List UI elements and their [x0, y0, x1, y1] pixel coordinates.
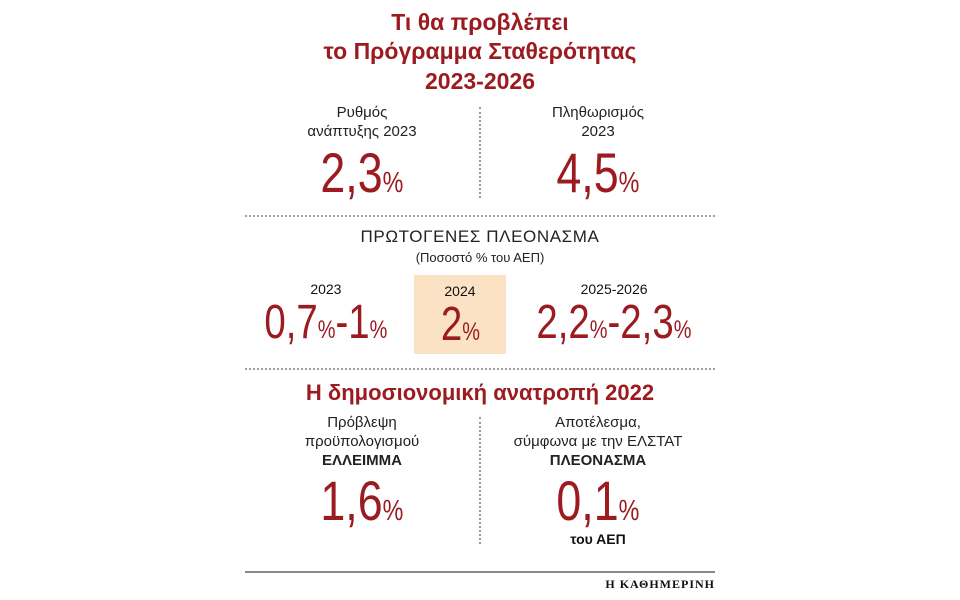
value-number: 0,7 — [264, 295, 318, 349]
elstat-label-bold: ΠΛΕΟΝΑΣΜΑ — [549, 451, 647, 469]
inflation-stat: Πληθωρισμός 2023 4,5% — [481, 104, 715, 200]
percent-sign: % — [382, 495, 404, 528]
deficit-stat-value: 1,6% — [321, 472, 404, 529]
surplus-2023-value: 0,7%-1% — [264, 295, 388, 349]
percent-sign: % — [618, 495, 640, 528]
value-number: 2 — [440, 297, 462, 351]
title-line-3: 2023-2026 — [425, 67, 535, 94]
value-number: 0,1 — [556, 469, 619, 533]
value-number: -2,3 — [607, 295, 674, 349]
percent-sign: % — [317, 315, 336, 344]
kathimerini-logo: Η ΚΑΘΗΜΕΡΙΝΗ — [605, 577, 715, 592]
infographic-title: Τι θα προβλέπει το Πρόγραμμα Σταθερότητα… — [245, 8, 715, 96]
surplus-2023-year: 2023 — [310, 280, 342, 297]
deficit-stat: Πρόβλεψη προϋπολογισμού ΕΛΛΕΙΜΜΑ 1,6% — [245, 414, 479, 547]
surplus-2024-highlight-box: 2024 2% — [413, 274, 507, 355]
surplus-2024-year: 2024 — [444, 282, 476, 299]
surplus-2023: 2023 0,7%-1% — [245, 275, 407, 351]
primary-surplus-subheading: (Ποσοστό % του ΑΕΠ) — [415, 249, 545, 265]
growth-stat: Ρυθμός ανάπτυξης 2023 2,3% — [245, 104, 479, 200]
elstat-label-line-1: Αποτέλεσμα, — [555, 414, 641, 432]
value-number: 4,5 — [556, 140, 619, 204]
surplus-2025-2026-value: 2,2%-2,3% — [536, 295, 692, 349]
inflation-stat-value: 4,5% — [556, 140, 640, 204]
surplus-2025-2026-year: 2025-2026 — [580, 280, 648, 297]
value-number: 2,3 — [320, 140, 383, 204]
title-line-2: το Πρόγραμμα Σταθερότητας — [323, 38, 637, 65]
elstat-surplus-stat-value: 0,1% — [557, 472, 640, 529]
vertical-dotted-divider — [479, 107, 481, 198]
primary-surplus-row: 2023 0,7%-1% 2024 2% 2025-2026 2,2%-2,3% — [245, 274, 715, 355]
infographic: Τι θα προβλέπει το Πρόγραμμα Σταθερότητα… — [245, 0, 715, 592]
inflation-stat-label: Πληθωρισμός 2023 — [487, 104, 709, 141]
top-stats-row: Ρυθμός ανάπτυξης 2023 2,3% Πληθωρισμός 2… — [245, 104, 715, 200]
elstat-surplus-stat: Αποτέλεσμα, σύμφωνα με την ΕΛΣΤΑΤ ΠΛΕΟΝΑ… — [481, 414, 715, 547]
deficit-label-line-1: Πρόβλεψη — [327, 414, 397, 432]
title-line-1: Τι θα προβλέπει — [391, 9, 569, 35]
primary-surplus-heading: ΠΡΩΤΟΓΕΝΕΣ ΠΛΕΟΝΑΣΜΑ — [360, 226, 600, 246]
percent-sign: % — [382, 166, 404, 199]
fiscal-2022-row: Πρόβλεψη προϋπολογισμού ΕΛΛΕΙΜΜΑ 1,6% Απ… — [245, 414, 715, 547]
vertical-dotted-divider — [479, 417, 481, 545]
growth-stat-value: 2,3% — [320, 140, 404, 204]
elstat-surplus-stat-label: Αποτέλεσμα, σύμφωνα με την ΕΛΣΤΑΤ ΠΛΕΟΝΑ… — [487, 414, 709, 470]
gdp-note: του ΑΕΠ — [570, 531, 626, 548]
percent-sign: % — [369, 315, 388, 344]
growth-label-line-1: Ρυθμός — [336, 104, 388, 122]
value-number: -1 — [335, 295, 370, 349]
value-number: 1,6 — [320, 469, 383, 533]
surplus-2024-value: 2% — [440, 297, 480, 351]
percent-sign: % — [618, 166, 640, 199]
deficit-label-line-2: προϋπολογισμού — [304, 433, 420, 451]
footer-rule — [245, 571, 715, 574]
deficit-stat-label: Πρόβλεψη προϋπολογισμού ΕΛΛΕΙΜΜΑ — [251, 414, 473, 470]
growth-label-line-2: ανάπτυξης 2023 — [307, 122, 417, 140]
horizontal-dotted-divider-bottom — [245, 368, 715, 371]
fiscal-2022-heading: Η δημοσιονομική ανατροπή 2022 — [305, 380, 655, 406]
percent-sign: % — [461, 317, 480, 346]
deficit-label-bold: ΕΛΛΕΙΜΜΑ — [321, 451, 402, 469]
inflation-label-line-1: Πληθωρισμός — [551, 104, 645, 122]
value-number: 2,2 — [536, 295, 590, 349]
percent-sign: % — [673, 315, 692, 344]
inflation-label-line-2: 2023 — [581, 122, 615, 140]
percent-sign: % — [589, 315, 608, 344]
surplus-2025-2026: 2025-2026 2,2%-2,3% — [513, 275, 715, 351]
elstat-label-line-2: σύμφωνα με την ΕΛΣΤΑΤ — [513, 433, 683, 451]
horizontal-dotted-divider-top — [245, 214, 715, 217]
growth-stat-label: Ρυθμός ανάπτυξης 2023 — [251, 104, 473, 141]
